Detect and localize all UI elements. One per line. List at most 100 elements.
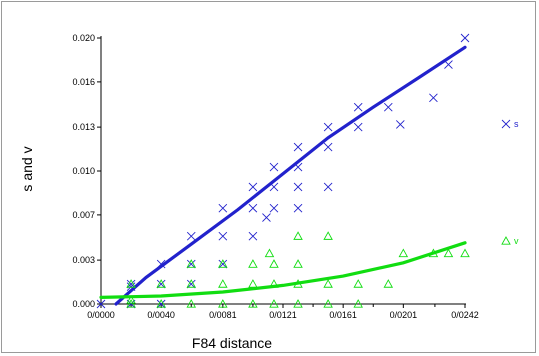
fit-line-s bbox=[114, 45, 467, 306]
point-s bbox=[444, 60, 453, 69]
point-s bbox=[262, 213, 271, 222]
point-v bbox=[323, 299, 333, 308]
point-s bbox=[293, 142, 303, 152]
x-marker-stroke bbox=[186, 259, 196, 269]
point-v bbox=[186, 259, 197, 268]
point-v bbox=[398, 248, 409, 258]
y-tick-label: 0.007 bbox=[72, 210, 95, 220]
point-v bbox=[269, 259, 279, 268]
point-s bbox=[248, 182, 258, 192]
x-marker-stroke bbox=[293, 142, 303, 152]
x-tick-label: 0/0242 bbox=[451, 310, 479, 320]
x-marker-stroke bbox=[383, 102, 393, 112]
point-s bbox=[353, 102, 363, 112]
y-tick-label: 0.000 bbox=[72, 299, 95, 309]
point-s bbox=[156, 299, 166, 309]
fit-line-v bbox=[99, 241, 467, 299]
x-tick-label: 0/0201 bbox=[390, 310, 418, 320]
point-v bbox=[126, 279, 136, 288]
legend-marker-v bbox=[501, 236, 511, 245]
x-marker-stroke bbox=[156, 259, 166, 269]
point-v bbox=[218, 259, 228, 268]
point-v bbox=[156, 299, 166, 308]
x-marker-stroke bbox=[323, 122, 333, 132]
point-s bbox=[269, 162, 279, 172]
x-marker-stroke bbox=[323, 142, 333, 152]
point-v bbox=[443, 248, 454, 258]
point-s bbox=[156, 279, 166, 289]
point-v bbox=[126, 295, 136, 304]
y-axis-title: s and v bbox=[19, 146, 35, 191]
x-marker-stroke bbox=[269, 182, 279, 192]
point-s bbox=[293, 182, 303, 192]
x-marker-stroke bbox=[248, 203, 258, 213]
y-tick-label: 0.003 bbox=[72, 255, 95, 265]
point-s bbox=[429, 93, 438, 103]
legend: sv bbox=[501, 119, 519, 246]
point-v bbox=[460, 248, 470, 258]
point-v bbox=[353, 279, 363, 288]
point-s bbox=[218, 203, 228, 213]
point-s bbox=[396, 120, 405, 129]
y-tick-label: 0.010 bbox=[72, 166, 95, 176]
point-v bbox=[323, 279, 333, 288]
point-s bbox=[156, 259, 166, 269]
x-marker-stroke bbox=[293, 203, 303, 213]
x-marker-stroke bbox=[269, 162, 279, 172]
x-marker-stroke bbox=[460, 33, 470, 43]
point-v bbox=[248, 299, 258, 308]
x-marker-stroke bbox=[186, 279, 196, 289]
point-s bbox=[96, 299, 106, 309]
point-s bbox=[269, 203, 279, 213]
x-marker-stroke bbox=[293, 162, 303, 172]
point-s bbox=[323, 122, 333, 132]
point-s bbox=[186, 279, 196, 289]
point-v bbox=[269, 299, 279, 308]
x-marker-stroke bbox=[444, 60, 453, 69]
point-v bbox=[186, 299, 197, 308]
x-tick-label: 0/0081 bbox=[209, 310, 237, 320]
point-s bbox=[186, 259, 196, 269]
point-v bbox=[156, 279, 166, 288]
x-marker-stroke bbox=[262, 213, 271, 222]
data-points bbox=[96, 33, 470, 309]
x-marker-stroke bbox=[218, 231, 228, 241]
x-marker-stroke bbox=[218, 259, 228, 269]
point-s bbox=[323, 182, 333, 192]
fit-lines bbox=[99, 45, 467, 306]
point-s bbox=[353, 122, 363, 132]
point-v bbox=[293, 279, 303, 288]
x-marker-stroke bbox=[429, 93, 438, 103]
point-s bbox=[383, 102, 393, 112]
x-marker-stroke bbox=[186, 231, 196, 241]
legend-label-v: v bbox=[514, 236, 519, 246]
point-s bbox=[293, 162, 303, 172]
x-marker-stroke bbox=[353, 102, 363, 112]
point-s bbox=[126, 279, 136, 289]
x-marker-stroke bbox=[248, 182, 258, 192]
point-v bbox=[323, 231, 333, 240]
x-tick-label: 0/0161 bbox=[329, 310, 357, 320]
point-v bbox=[353, 299, 363, 308]
x-marker-stroke bbox=[218, 203, 228, 213]
point-v bbox=[218, 279, 228, 288]
x-tick-label: 0/0000 bbox=[87, 310, 115, 320]
x-marker-stroke bbox=[156, 299, 166, 309]
point-s bbox=[218, 259, 228, 269]
x-axis-title: F84 distance bbox=[192, 335, 272, 351]
point-s bbox=[248, 203, 258, 213]
x-tick-label: 0/0121 bbox=[269, 310, 297, 320]
x-tick-label: 0/0040 bbox=[147, 310, 175, 320]
point-s bbox=[323, 142, 333, 152]
x-marker-stroke bbox=[248, 231, 258, 241]
y-tick-label: 0.020 bbox=[72, 33, 95, 43]
y-tick-label: 0.016 bbox=[72, 77, 95, 87]
point-v bbox=[293, 299, 303, 308]
point-v bbox=[186, 279, 197, 288]
point-v bbox=[383, 279, 394, 288]
point-s bbox=[248, 231, 258, 241]
point-v bbox=[293, 259, 303, 268]
point-v bbox=[218, 299, 228, 308]
